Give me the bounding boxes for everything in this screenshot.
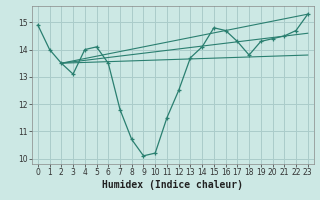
X-axis label: Humidex (Indice chaleur): Humidex (Indice chaleur): [102, 180, 243, 190]
